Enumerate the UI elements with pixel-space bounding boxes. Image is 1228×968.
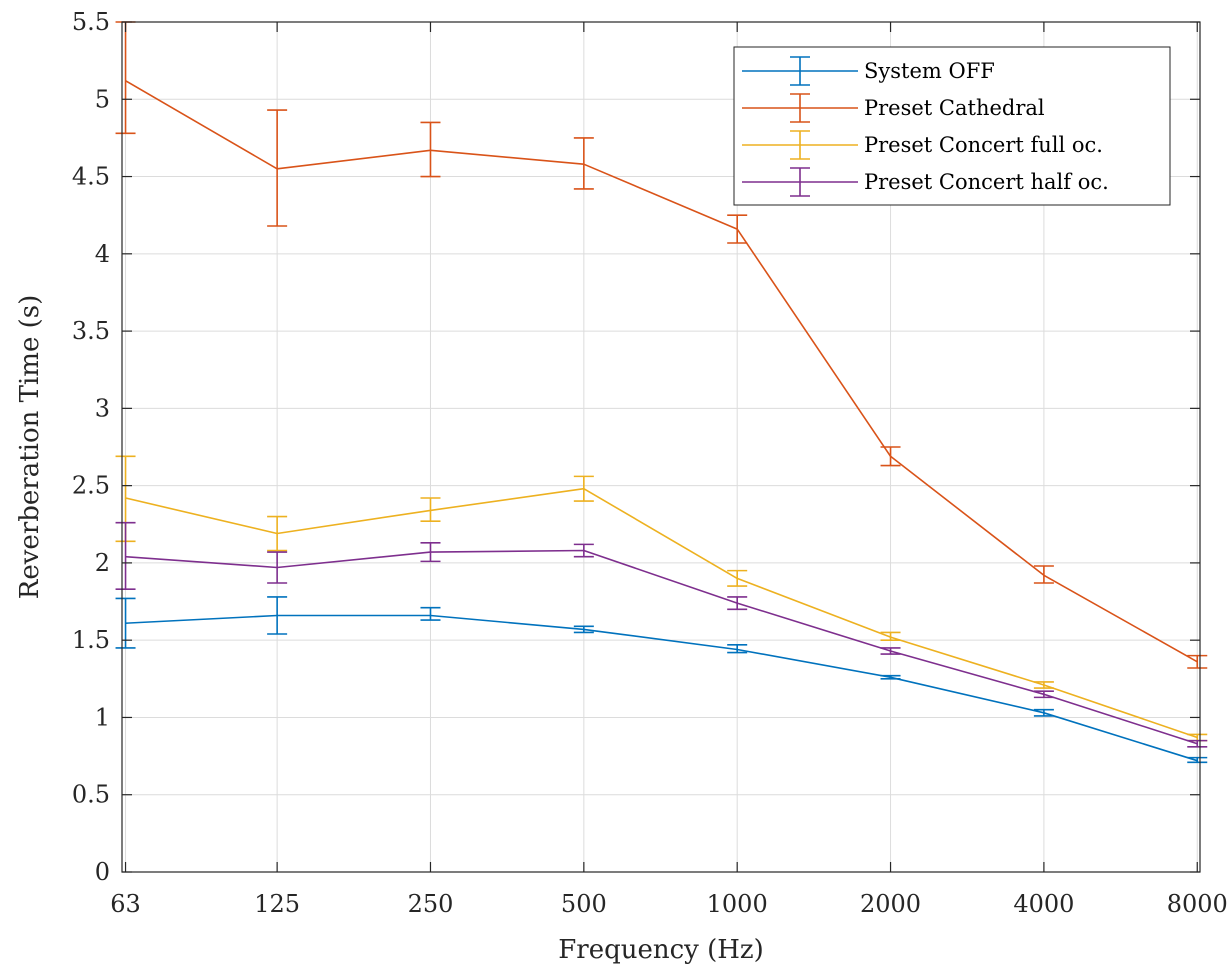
error-bar — [267, 109, 288, 227]
error-bar — [1033, 690, 1054, 699]
error-bar — [1187, 739, 1208, 748]
legend-label: System OFF — [864, 59, 995, 83]
error-bar — [1187, 756, 1208, 764]
series-layer — [115, 21, 1208, 764]
tick-labels: 63 125 250 500 1000 2000 4000 8000 0 0.5 1 1.5 2 2.5 3… — [72, 8, 1228, 918]
y-tick-label: 2 — [95, 549, 110, 577]
x-tick-label: 4000 — [1013, 890, 1074, 918]
y-tick-label: 3.5 — [72, 317, 110, 345]
error-bar — [267, 515, 288, 552]
x-tick-label: 1000 — [707, 890, 768, 918]
series-line — [125, 614, 1198, 762]
error-bar — [727, 644, 748, 654]
error-bar — [880, 446, 901, 467]
error-bar — [573, 137, 594, 190]
legend: System OFF Preset Cathedral Preset Concert… — [733, 46, 1171, 206]
y-tick-label: 2.5 — [72, 472, 110, 500]
y-tick-label: 5.5 — [72, 8, 110, 36]
series-1 — [115, 596, 1208, 764]
series-line — [125, 487, 1198, 739]
error-bar — [267, 596, 288, 635]
x-tick-label: 250 — [408, 890, 454, 918]
error-bar — [1187, 654, 1208, 669]
x-tick-label: 500 — [561, 890, 607, 918]
legend-label: Preset Concert half oc. — [864, 170, 1109, 194]
x-tick-label: 8000 — [1167, 890, 1228, 918]
error-bar — [1033, 565, 1054, 584]
error-bar — [267, 551, 288, 584]
error-bar — [1033, 681, 1054, 689]
y-tick-label: 4 — [95, 240, 110, 268]
series-4 — [115, 521, 1208, 748]
error-bar — [880, 647, 901, 655]
x-axis-label: Frequency (Hz) — [558, 935, 764, 965]
error-bar — [420, 121, 441, 178]
legend-item: Preset Concert half oc. — [742, 167, 1109, 197]
error-bar — [420, 542, 441, 563]
legend-item: Preset Concert full oc. — [742, 130, 1103, 160]
error-bar — [573, 475, 594, 502]
legend-box — [733, 46, 1171, 206]
plot-frame — [121, 21, 1201, 873]
ticks — [122, 21, 1200, 873]
legend-item: System OFF — [742, 56, 995, 86]
y-tick-label: 1.5 — [72, 626, 110, 654]
y-tick-label: 4.5 — [72, 163, 110, 191]
y-axis-label: Reverberation Time (s) — [15, 295, 45, 599]
error-bar — [880, 674, 901, 680]
y-tick-label: 5 — [95, 85, 110, 113]
series-2 — [115, 21, 1208, 669]
legend-label: Preset Cathedral — [864, 96, 1045, 120]
y-tick-label: 3 — [95, 394, 110, 422]
error-bar — [573, 625, 594, 634]
legend-label: Preset Concert full oc. — [864, 133, 1103, 157]
y-tick-label: 1 — [95, 703, 110, 731]
legend-items: System OFF Preset Cathedral Preset Concert… — [742, 56, 1109, 197]
error-bar — [727, 596, 748, 611]
error-bar — [115, 521, 136, 590]
series-line — [125, 549, 1198, 745]
error-bar — [420, 606, 441, 621]
x-tick-label: 63 — [110, 890, 141, 918]
error-bar — [880, 631, 901, 641]
x-tick-label: 125 — [254, 890, 300, 918]
error-bar — [420, 497, 441, 522]
legend-item: Preset Cathedral — [742, 93, 1045, 123]
series-line — [125, 80, 1198, 663]
y-tick-label: 0.5 — [72, 781, 110, 809]
error-bar — [727, 214, 748, 244]
error-bar — [573, 543, 594, 558]
y-tick-label: 0 — [95, 858, 110, 886]
x-tick-label: 2000 — [860, 890, 921, 918]
error-bar — [727, 569, 748, 587]
error-bar — [1033, 708, 1054, 717]
